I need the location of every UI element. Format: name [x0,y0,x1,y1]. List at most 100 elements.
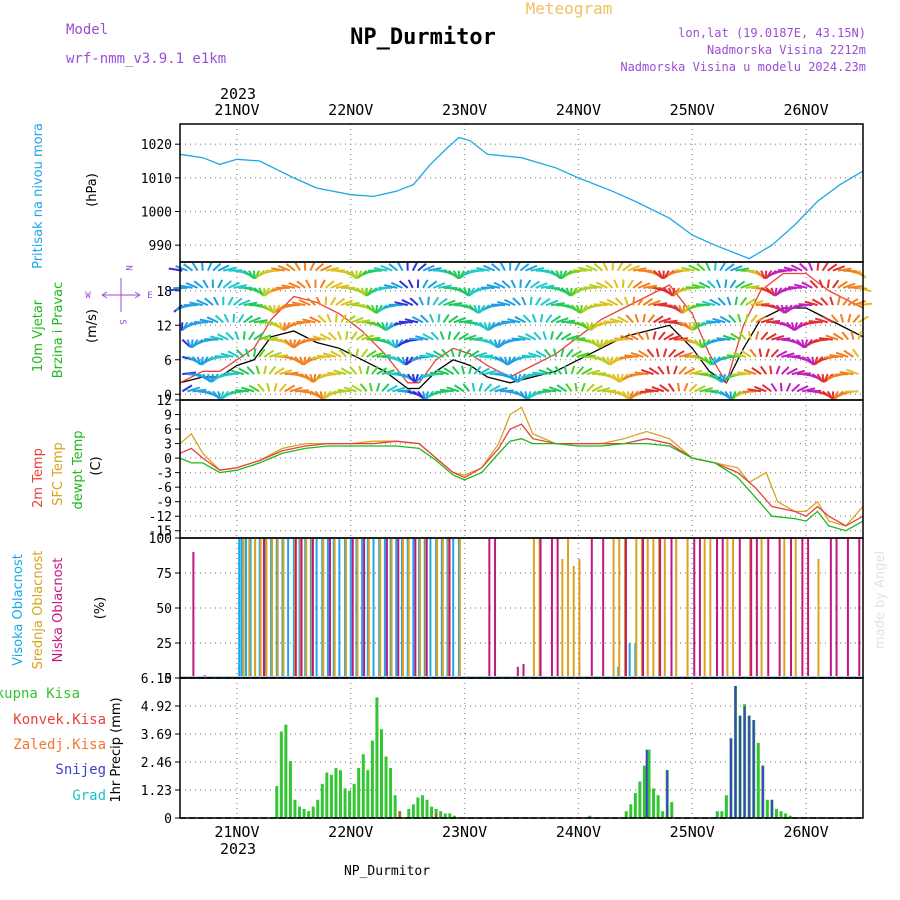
wind-barb [593,262,603,272]
wind-barb [644,388,659,393]
wind-barb [317,314,327,324]
wind-barb [647,314,656,323]
wind-barb [212,262,222,272]
wind-barb [823,373,829,383]
top-day-label: 22NOV [328,101,373,119]
wind-barb [530,267,545,272]
wind-barb [799,262,808,272]
wind-barb [396,356,405,365]
wind-barb [852,314,861,324]
wind-barb [825,334,839,341]
wind-barb [214,314,224,324]
wind-barb [596,281,608,289]
precip-bar [420,795,424,818]
wind-barb [642,297,654,306]
wind-barb [632,267,647,272]
wind-barb [726,354,741,358]
wind-barb [478,304,486,314]
wind-barb [750,300,764,307]
precip-bar [398,811,401,818]
wind-barb [273,321,283,331]
y-tick-label: 1020 [141,138,172,153]
precip-bar [329,774,333,818]
wind-barb [386,384,398,393]
wind-barb [837,280,848,289]
precip-bar [724,795,728,818]
wind-barb [419,354,434,358]
wind-barb [610,356,619,365]
wind-barb [278,383,287,393]
wind-barb [350,331,358,341]
wind-barb [712,317,726,324]
wind-barb [326,313,332,323]
y-tick-label: 12 [156,319,172,334]
wind-barb [586,383,595,393]
precip-bar [647,749,651,818]
y-tick-label: 3 [164,438,172,453]
wind-barb [235,348,245,358]
wind-barb [422,333,434,341]
wind-barb [653,315,664,324]
wind-barb [284,321,291,331]
wind-barb [316,354,331,358]
precip-bar [389,767,393,818]
precip-bar [384,756,388,818]
wind-barb [678,304,684,314]
wind-barb [842,282,856,289]
precip-bar [334,767,338,818]
wind-barb [334,313,338,323]
wind-barb [534,296,542,306]
wind-barb [830,314,839,324]
wind-barb [708,356,713,366]
wind-barb [591,384,604,393]
wind-barb [663,287,672,296]
wind-barb [305,279,312,289]
wind-barb [371,365,379,375]
wind-barb [539,313,544,323]
wind-barb [847,298,859,306]
wind-barb [765,270,773,279]
wind-barb [284,384,296,393]
wind-barb [442,314,450,323]
wind-barb [714,373,722,383]
wind-barb [811,298,824,306]
wind-barb [522,314,532,324]
wind-barb [769,365,773,375]
wind-barb [507,318,521,324]
wind-barb [519,279,522,288]
wind-barb [831,391,835,400]
wind-barb [504,298,516,307]
y-tick-label: 1.23 [141,784,172,799]
panel-precipitation: 0 1.23 2.46 3.69 4.92 6.15 [141,672,864,827]
wind-barb [673,304,682,314]
wind-barb [765,287,775,296]
wind-barb [366,304,376,313]
wind-barb [606,356,611,366]
year-label-bottom: 2023 [220,840,256,858]
wind-barb [380,264,393,272]
wind-barb [801,281,813,289]
wind-barb [291,301,306,307]
bottom-day-label: 25NOV [670,823,715,841]
wind-barb [517,335,531,341]
wind-barb [473,366,482,375]
wind-barb [747,331,752,340]
wind-barb [477,305,481,314]
wind-barb [651,386,665,393]
wind-barb [683,382,689,392]
wind-barb [721,373,727,383]
wind-barb [628,391,634,400]
wind-barb [281,284,296,289]
wind-barb [775,304,785,314]
wind-barb [692,321,701,331]
precip-axis-label: 1hr Precip (mm) [109,697,124,802]
wind-barb [785,382,792,392]
wind-barb [641,369,654,376]
wind-barb [274,304,281,314]
wind-barb [566,334,580,341]
wind-barb [791,369,806,376]
wind-barb [204,338,219,341]
wind-barb [770,348,779,358]
wind-barb [683,321,692,331]
